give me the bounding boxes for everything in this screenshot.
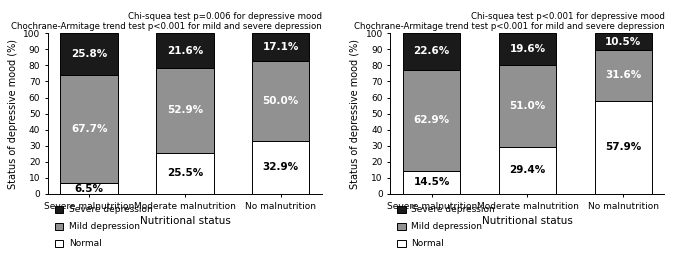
Bar [60,75,118,183]
Text: Severe depression: Severe depression [412,205,495,214]
Bar [156,68,214,153]
Bar [60,183,118,194]
X-axis label: Nutritional status: Nutritional status [140,216,230,226]
Text: 14.5%: 14.5% [414,177,450,187]
Text: 50.0%: 50.0% [262,96,299,106]
Text: 52.9%: 52.9% [167,106,203,116]
Bar [252,33,310,61]
Bar [403,171,460,194]
Bar [403,70,460,171]
X-axis label: Nutritional status: Nutritional status [482,216,573,226]
Bar [156,153,214,194]
Text: 62.9%: 62.9% [414,115,450,125]
Y-axis label: Status of depressive mood (%): Status of depressive mood (%) [8,39,18,189]
Y-axis label: Status of depressive mood (%): Status of depressive mood (%) [350,39,360,189]
Text: 57.9%: 57.9% [605,142,641,152]
Bar [60,33,118,75]
Bar [252,141,310,194]
Text: 29.4%: 29.4% [510,165,545,175]
Text: Normal: Normal [412,238,444,248]
Bar [595,101,652,194]
Text: 51.0%: 51.0% [510,101,545,111]
Text: Severe depression: Severe depression [69,205,153,214]
Text: 25.8%: 25.8% [71,49,108,59]
Text: Chi-squea test p=0.006 for depressive mood
Chochrane-Armitage trend test p<0.001: Chi-squea test p=0.006 for depressive mo… [11,12,322,31]
Bar [499,65,556,147]
Text: 19.6%: 19.6% [510,44,545,54]
Text: 67.7%: 67.7% [71,124,108,134]
Text: 6.5%: 6.5% [75,184,103,194]
Bar [156,33,214,68]
Text: 25.5%: 25.5% [167,168,203,178]
Text: 31.6%: 31.6% [605,70,641,81]
Text: Mild depression: Mild depression [412,222,482,231]
Text: Normal: Normal [69,238,101,248]
Text: Mild depression: Mild depression [69,222,140,231]
Text: 22.6%: 22.6% [414,46,450,57]
Text: 32.9%: 32.9% [262,163,299,173]
Bar [499,147,556,194]
Bar [252,61,310,141]
Text: 17.1%: 17.1% [262,42,299,52]
Bar [595,33,652,50]
Bar [595,50,652,101]
Bar [403,33,460,70]
Bar [499,33,556,65]
Text: 21.6%: 21.6% [167,46,203,56]
Text: Chi-squea test p<0.001 for depressive mood
Chochrane-Armitage trend test p<0.001: Chi-squea test p<0.001 for depressive mo… [353,12,664,31]
Text: 10.5%: 10.5% [605,37,641,47]
